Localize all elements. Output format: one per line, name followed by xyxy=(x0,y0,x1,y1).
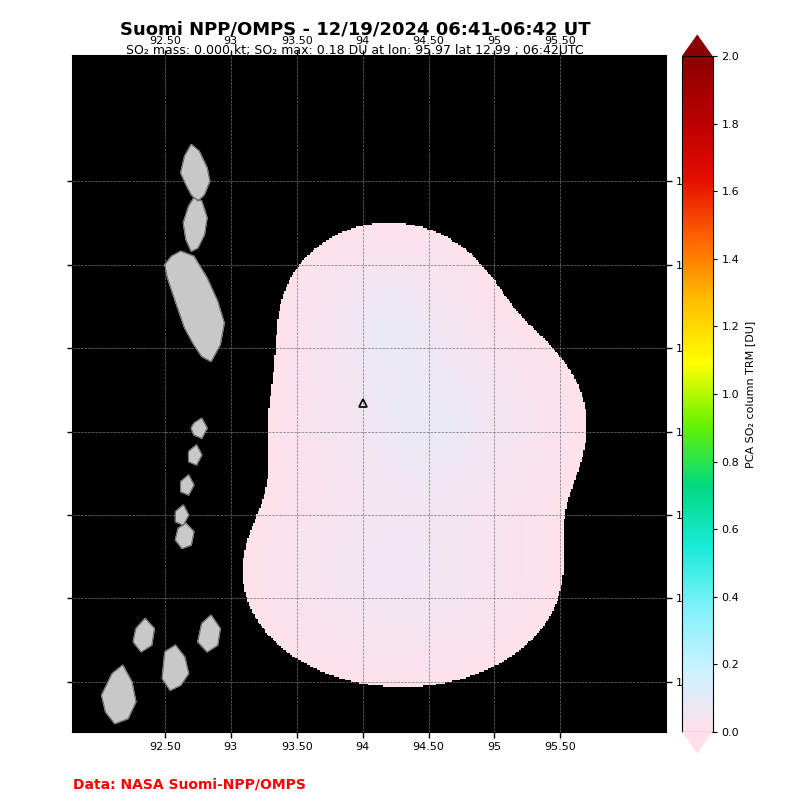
Polygon shape xyxy=(162,646,189,690)
Polygon shape xyxy=(165,251,224,362)
Text: Data: NASA Suomi-NPP/OMPS: Data: NASA Suomi-NPP/OMPS xyxy=(73,778,306,792)
Polygon shape xyxy=(682,34,713,56)
Polygon shape xyxy=(198,615,220,652)
Polygon shape xyxy=(133,618,154,652)
Polygon shape xyxy=(183,198,207,251)
Polygon shape xyxy=(181,145,210,202)
Polygon shape xyxy=(175,523,194,548)
Polygon shape xyxy=(189,445,202,465)
Text: SO₂ mass: 0.000 kt; SO₂ max: 0.18 DU at lon: 95.97 lat 12.99 ; 06:42UTC: SO₂ mass: 0.000 kt; SO₂ max: 0.18 DU at … xyxy=(126,44,584,57)
Polygon shape xyxy=(175,505,189,525)
Text: Suomi NPP/OMPS - 12/19/2024 06:41-06:42 UT: Suomi NPP/OMPS - 12/19/2024 06:41-06:42 … xyxy=(119,20,591,38)
Polygon shape xyxy=(682,732,713,754)
Y-axis label: PCA SO₂ column TRM [DU]: PCA SO₂ column TRM [DU] xyxy=(745,320,755,468)
Polygon shape xyxy=(191,418,207,438)
Polygon shape xyxy=(181,475,194,495)
Polygon shape xyxy=(102,666,136,724)
